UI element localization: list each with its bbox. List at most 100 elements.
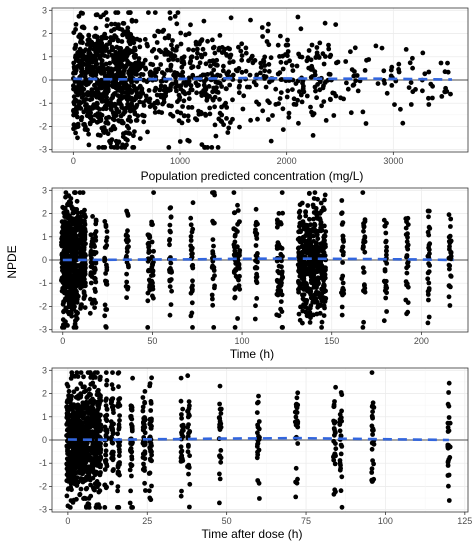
smooth-trend-line xyxy=(62,257,454,262)
data-point xyxy=(98,70,104,76)
data-point xyxy=(321,238,327,244)
data-point xyxy=(77,491,83,497)
data-point xyxy=(146,244,152,250)
data-point xyxy=(88,232,94,238)
data-point xyxy=(293,465,299,471)
data-point xyxy=(305,55,311,61)
data-point xyxy=(446,390,451,395)
data-point xyxy=(314,45,320,50)
data-point xyxy=(348,110,354,116)
x-axis-title-panel-2: Time (h) xyxy=(230,347,274,361)
data-point xyxy=(211,325,217,330)
data-point xyxy=(370,409,375,415)
data-point xyxy=(196,82,201,88)
data-point xyxy=(425,270,431,276)
data-point xyxy=(140,427,146,433)
data-point xyxy=(381,68,387,74)
data-point xyxy=(140,440,146,446)
data-point xyxy=(129,17,135,23)
data-point xyxy=(404,239,410,245)
data-point xyxy=(78,117,84,123)
data-point xyxy=(301,89,307,95)
data-point xyxy=(111,56,116,61)
data-point xyxy=(116,426,122,432)
data-point xyxy=(202,79,207,84)
data-point xyxy=(295,390,301,396)
data-point xyxy=(317,310,323,316)
data-point xyxy=(250,60,256,66)
data-point xyxy=(447,233,453,239)
data-point xyxy=(439,94,445,99)
data-point xyxy=(211,243,216,249)
data-point xyxy=(339,504,345,510)
data-point xyxy=(340,285,346,291)
data-point xyxy=(330,90,336,96)
y-tick-label: 1 xyxy=(42,52,47,62)
data-point xyxy=(147,495,153,501)
data-point xyxy=(162,52,168,57)
data-point xyxy=(71,71,76,76)
data-point xyxy=(332,451,338,457)
data-point xyxy=(78,32,83,38)
data-point xyxy=(213,62,219,68)
data-point xyxy=(111,449,116,455)
data-point xyxy=(112,91,118,96)
data-point xyxy=(205,38,211,44)
data-point xyxy=(82,221,88,227)
data-point xyxy=(369,370,375,375)
data-point xyxy=(210,237,216,243)
data-point xyxy=(273,86,279,92)
data-point xyxy=(255,449,260,455)
data-point xyxy=(81,246,87,252)
data-point xyxy=(89,70,95,76)
data-point xyxy=(405,246,411,252)
data-point xyxy=(296,210,302,215)
data-point xyxy=(246,58,251,64)
data-point xyxy=(212,285,217,291)
data-point xyxy=(338,95,343,101)
data-point xyxy=(149,73,154,78)
data-point xyxy=(117,413,122,418)
data-point xyxy=(319,103,324,109)
data-point xyxy=(96,470,101,476)
data-point xyxy=(384,285,390,291)
data-point xyxy=(168,302,174,307)
data-point xyxy=(140,72,146,77)
data-point xyxy=(322,192,328,198)
data-point xyxy=(102,302,108,308)
data-point xyxy=(124,249,130,255)
data-point xyxy=(80,415,86,421)
data-point xyxy=(279,325,285,330)
data-point xyxy=(361,228,366,234)
data-point xyxy=(430,95,435,101)
data-point xyxy=(220,68,226,74)
data-point xyxy=(127,447,133,453)
data-point xyxy=(76,49,82,54)
data-point xyxy=(295,441,301,446)
data-point xyxy=(225,130,231,135)
data-point xyxy=(313,206,319,211)
data-point xyxy=(110,440,116,446)
data-point xyxy=(331,457,337,463)
data-point xyxy=(219,104,225,110)
data-point xyxy=(110,125,116,130)
data-point xyxy=(109,96,114,102)
data-point xyxy=(155,28,161,34)
data-point xyxy=(87,310,93,316)
data-point xyxy=(299,54,305,60)
data-point xyxy=(314,240,319,246)
data-point xyxy=(91,102,97,107)
data-point xyxy=(110,37,116,43)
data-point xyxy=(178,41,184,47)
data-point xyxy=(176,92,182,98)
data-point xyxy=(137,83,143,89)
data-point xyxy=(190,226,196,232)
data-point xyxy=(187,481,193,487)
data-point xyxy=(340,280,346,286)
data-point xyxy=(239,41,245,47)
data-point xyxy=(115,25,120,31)
data-point xyxy=(262,76,267,81)
data-point xyxy=(94,81,100,86)
data-point xyxy=(217,383,223,389)
data-point xyxy=(236,90,242,96)
